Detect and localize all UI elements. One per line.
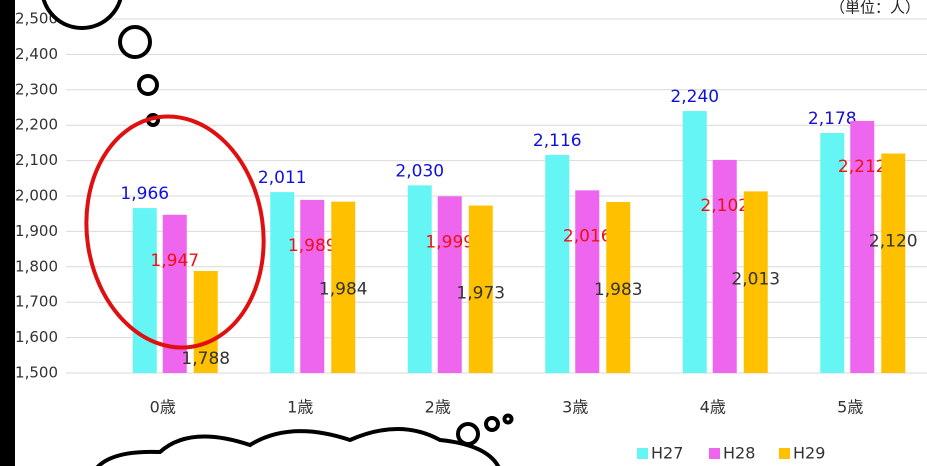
legend-swatch (779, 448, 790, 459)
legend-label: H29 (793, 444, 825, 463)
bar (132, 208, 157, 373)
x-tick-label: 0歳 (150, 398, 176, 417)
data-label: 2,120 (869, 232, 918, 252)
data-label: 2,178 (808, 109, 857, 129)
x-tick-label: 2歳 (425, 398, 451, 417)
bar (743, 191, 768, 373)
data-label: 2,240 (670, 87, 719, 107)
data-label: 1,983 (594, 280, 643, 300)
data-label: 1,947 (150, 251, 199, 271)
unit-label: （単位：人） (830, 0, 920, 17)
thought-circle (456, 422, 480, 446)
data-label: 2,013 (731, 269, 780, 289)
bar (331, 201, 356, 373)
thought-circle (118, 25, 152, 59)
y-tick-label: 1,600 (15, 328, 58, 346)
bar (468, 205, 493, 373)
x-tick-label: 4歳 (700, 398, 726, 417)
legend-label: H28 (723, 444, 755, 463)
thought-circle (484, 416, 500, 432)
legend-label: H27 (651, 444, 683, 463)
bar (407, 185, 432, 373)
bar (682, 111, 707, 373)
data-label: 2,030 (395, 161, 444, 181)
data-label: 2,212 (838, 157, 887, 177)
bar (575, 190, 600, 373)
bar (545, 154, 570, 373)
y-tick-label: 2,300 (15, 80, 58, 98)
data-label: 2,116 (533, 131, 582, 151)
y-tick-label: 1,700 (15, 293, 58, 311)
data-label: 2,011 (258, 168, 307, 188)
thought-circle (41, 0, 123, 30)
bar (193, 271, 218, 373)
x-tick-label: 3歳 (562, 398, 588, 417)
highlight-ellipse (84, 114, 266, 350)
thought-cloud (95, 427, 501, 466)
y-tick-label: 2,000 (15, 187, 58, 205)
data-label: 2,016 (563, 226, 612, 246)
y-tick-label: 2,500 (15, 10, 58, 28)
y-tick-label: 2,200 (15, 116, 58, 134)
bar (820, 132, 845, 373)
x-tick-label: 5歳 (837, 398, 863, 417)
bar (606, 202, 631, 373)
decorations (41, 0, 514, 466)
plot: 1,500 1,600 1,700 1,800 1,900 2,000 2,100 2,200… (15, 10, 927, 463)
bar (881, 153, 906, 373)
left-strip (0, 0, 15, 466)
bar (300, 199, 325, 373)
data-label: 1,966 (120, 184, 169, 204)
y-tick-label: 1,900 (15, 222, 58, 240)
legend-swatch (709, 448, 720, 459)
legend-swatch (637, 448, 648, 459)
y-tick-label: 2,100 (15, 151, 58, 169)
data-label: 1,999 (425, 232, 474, 252)
y-tick-label: 1,800 (15, 257, 58, 275)
x-tick-label: 1歳 (287, 398, 313, 417)
bar (270, 192, 295, 373)
thought-circle (502, 413, 514, 425)
bar (850, 120, 875, 374)
y-tick-label: 2,400 (15, 45, 58, 63)
bar (712, 159, 737, 373)
thought-circle (137, 74, 159, 96)
data-label: 1,973 (456, 284, 505, 304)
y-tick-label: 1,500 (15, 364, 58, 382)
data-label: 1,984 (319, 280, 368, 300)
data-label: 1,989 (288, 236, 337, 256)
data-label: 1,788 (181, 349, 230, 369)
bar (437, 196, 462, 373)
data-label: 2,102 (700, 196, 749, 216)
